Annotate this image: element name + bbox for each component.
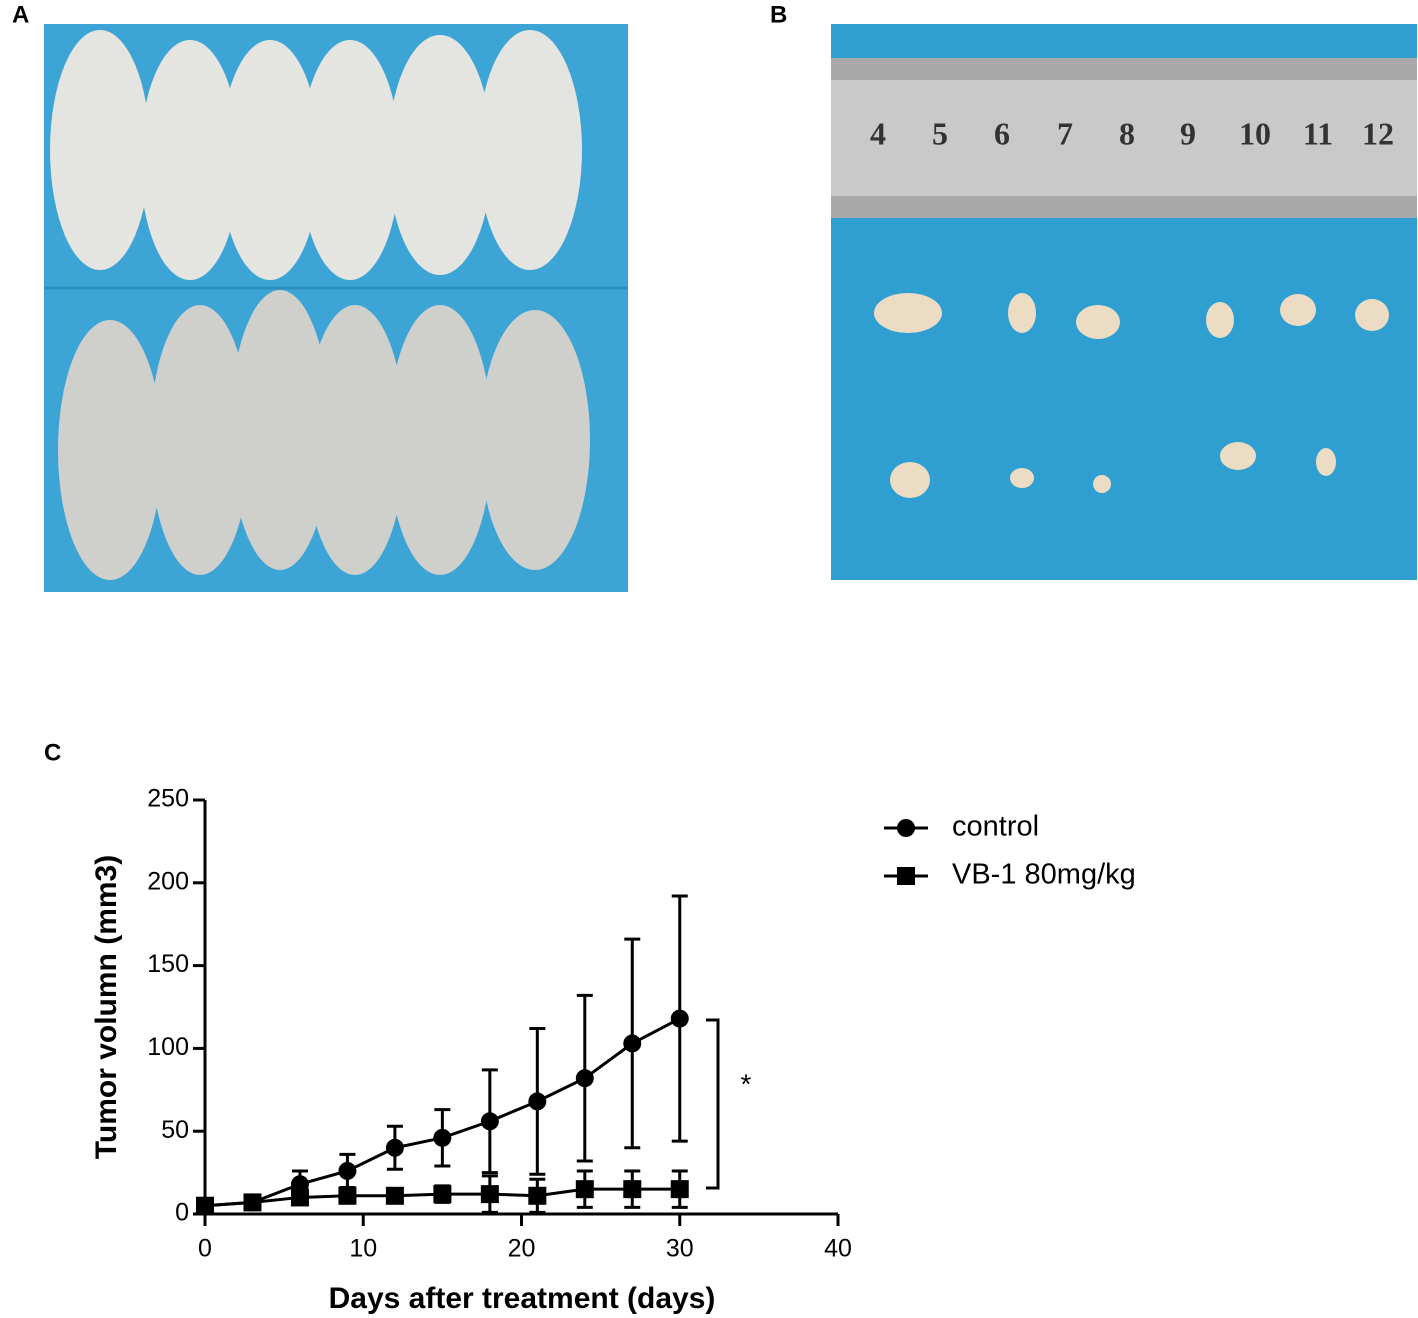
marker [338, 1186, 357, 1205]
x-tick-label: 20 [508, 1235, 536, 1263]
ruler-number: 8 [1119, 115, 1135, 151]
marker [338, 1161, 357, 1180]
marker [243, 1193, 262, 1212]
significance-bracket [706, 1018, 720, 1190]
ruler-number: 4 [870, 115, 886, 151]
ruler-number: 12 [1362, 115, 1394, 151]
marker [196, 1196, 214, 1215]
legend-marker [897, 819, 915, 837]
ruler-number: 9 [1180, 115, 1196, 151]
marker [290, 1188, 309, 1207]
panel-label: C [44, 739, 61, 766]
panel-label: B [770, 1, 787, 28]
ruler-number: 11 [1303, 115, 1333, 151]
y-tick-label: 150 [147, 950, 189, 978]
x-axis-label: Days after treatment (days) [329, 1282, 716, 1315]
marker [575, 1180, 594, 1199]
x-tick-label: 30 [666, 1235, 694, 1263]
ruler-number: 10 [1239, 115, 1271, 151]
ruler-number: 6 [994, 115, 1010, 151]
marker [575, 1069, 594, 1088]
y-tick-label: 50 [161, 1116, 189, 1144]
x-tick-label: 40 [824, 1235, 852, 1263]
legend-marker [897, 867, 915, 885]
marker [433, 1128, 452, 1147]
marker [528, 1186, 547, 1205]
marker [670, 1009, 689, 1028]
panel-label: A [12, 1, 29, 28]
marker [528, 1092, 547, 1111]
legend-label: control [952, 811, 1039, 843]
marker [385, 1186, 404, 1205]
marker [480, 1185, 499, 1204]
significance-mark: * [741, 1068, 752, 1099]
y-tick-label: 200 [147, 867, 189, 895]
x-tick-label: 10 [349, 1235, 377, 1263]
ruler-number: 7 [1057, 115, 1073, 151]
legend-label: VB-1 80mg/kg [952, 859, 1136, 891]
marker [623, 1180, 642, 1199]
y-axis-label: Tumor volumn (mm3) [90, 855, 123, 1159]
y-tick-label: 0 [175, 1199, 189, 1227]
y-tick-label: 100 [147, 1033, 189, 1061]
marker [385, 1138, 404, 1157]
marker [623, 1034, 642, 1053]
marker [670, 1180, 689, 1199]
y-tick-label: 250 [147, 785, 189, 813]
mice-photo [44, 24, 628, 592]
x-tick-label: 0 [198, 1235, 212, 1263]
ruler-number: 5 [932, 115, 948, 151]
marker [480, 1112, 499, 1131]
marker [433, 1185, 452, 1204]
tumor-photo [831, 24, 1417, 580]
